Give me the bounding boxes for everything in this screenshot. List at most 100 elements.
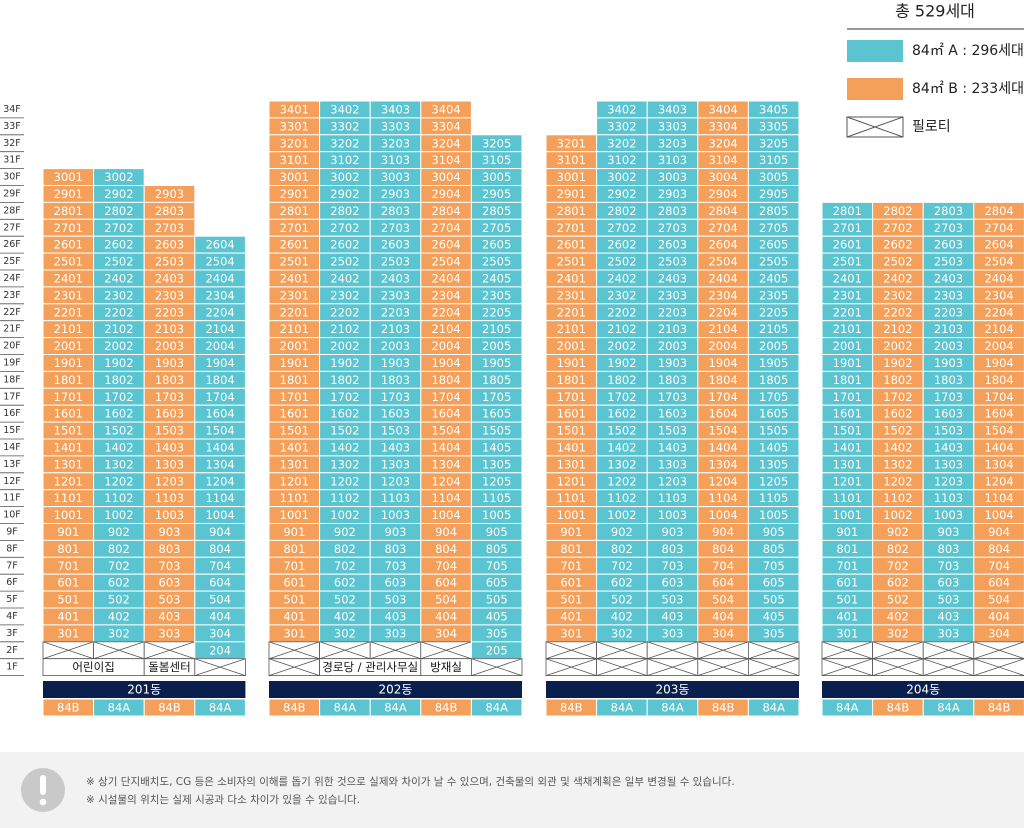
unit-number: 2304 bbox=[708, 288, 737, 302]
unit-number: 2503 bbox=[934, 255, 963, 269]
unit-number: 1005 bbox=[759, 508, 788, 522]
unit-number: 701 bbox=[836, 559, 858, 573]
unit-number: 2703 bbox=[934, 221, 963, 235]
unit-number: 303 bbox=[938, 626, 960, 640]
unit-number: 1105 bbox=[482, 491, 511, 505]
unit-number: 405 bbox=[486, 609, 508, 623]
unit-number: 801 bbox=[560, 542, 582, 556]
type-cell bbox=[470, 698, 523, 717]
unit-number: 2205 bbox=[482, 305, 511, 319]
unit-number: 1203 bbox=[934, 474, 963, 488]
unit-number: 901 bbox=[57, 525, 79, 539]
unit-number: 205 bbox=[486, 643, 508, 657]
unit-number: 2801 bbox=[833, 204, 862, 218]
unit-type: 84A bbox=[661, 701, 684, 715]
unit-number: 602 bbox=[108, 576, 130, 590]
unit-number: 2402 bbox=[330, 271, 359, 285]
unit-number: 1404 bbox=[431, 440, 460, 454]
unit-number: 2501 bbox=[557, 255, 586, 269]
unit-number: 1004 bbox=[205, 508, 234, 522]
pilotis-cross bbox=[471, 658, 523, 676]
unit-number: 2402 bbox=[104, 271, 133, 285]
unit-number: 1204 bbox=[708, 474, 737, 488]
unit-number: 401 bbox=[283, 609, 305, 623]
unit-number: 3103 bbox=[381, 153, 410, 167]
unit-number: 2401 bbox=[280, 271, 309, 285]
unit-number: 1901 bbox=[280, 356, 309, 370]
unit-number: 2805 bbox=[759, 204, 788, 218]
unit-number: 1701 bbox=[833, 390, 862, 404]
unit-number: 2502 bbox=[607, 255, 636, 269]
unit-number: 904 bbox=[209, 525, 231, 539]
unit-number: 803 bbox=[159, 542, 181, 556]
unit-number: 2801 bbox=[557, 204, 586, 218]
unit-number: 1303 bbox=[381, 457, 410, 471]
legend-total: 총 529세대 bbox=[895, 2, 975, 21]
unit-number: 2902 bbox=[330, 187, 359, 201]
unit-number: 1001 bbox=[833, 508, 862, 522]
building-header bbox=[269, 681, 522, 698]
unit-number: 301 bbox=[283, 626, 305, 640]
facility-label: 경로당 / 관리사무실 bbox=[322, 660, 418, 674]
unit-number: 2601 bbox=[833, 238, 862, 252]
floor-label: 5F bbox=[6, 594, 18, 605]
unit-number: 3203 bbox=[658, 136, 687, 150]
pilotis-cross bbox=[545, 641, 597, 660]
unit-number: 805 bbox=[486, 542, 508, 556]
unit-number: 2701 bbox=[833, 221, 862, 235]
unit-number: 2902 bbox=[104, 187, 133, 201]
unit-number: 1903 bbox=[658, 356, 687, 370]
unit-number: 2203 bbox=[381, 305, 410, 319]
unit-number: 604 bbox=[209, 576, 231, 590]
unit-number: 1101 bbox=[280, 491, 309, 505]
unit-number: 2601 bbox=[54, 238, 83, 252]
unit-number: 303 bbox=[385, 626, 407, 640]
unit-number: 1003 bbox=[381, 508, 410, 522]
legend-pilotis-cross bbox=[846, 116, 904, 138]
unit-number: 1802 bbox=[330, 373, 359, 387]
unit-number: 1504 bbox=[205, 424, 234, 438]
unit-number: 702 bbox=[334, 559, 356, 573]
unit-number: 1703 bbox=[381, 390, 410, 404]
unit-number: 3102 bbox=[607, 153, 636, 167]
unit-number: 1605 bbox=[759, 407, 788, 421]
unit-number: 404 bbox=[712, 609, 734, 623]
floor-label: 6F bbox=[6, 577, 18, 588]
unit-number: 2505 bbox=[759, 255, 788, 269]
unit-number: 302 bbox=[108, 626, 130, 640]
unit-number: 1302 bbox=[330, 457, 359, 471]
pilotis-cross bbox=[596, 658, 648, 676]
legend-swatch bbox=[847, 40, 903, 62]
unit-number: 2003 bbox=[934, 339, 963, 353]
unit-number: 1402 bbox=[883, 440, 912, 454]
unit-number: 1004 bbox=[431, 508, 460, 522]
unit-number: 404 bbox=[435, 609, 457, 623]
unit-number: 1301 bbox=[54, 457, 83, 471]
floor-label: 26F bbox=[3, 239, 21, 250]
unit-number: 1201 bbox=[54, 474, 83, 488]
pilotis-cross bbox=[420, 641, 472, 660]
unit-number: 2101 bbox=[280, 322, 309, 336]
floor-label: 3F bbox=[6, 628, 18, 639]
unit-number: 2005 bbox=[759, 339, 788, 353]
unit-number: 2004 bbox=[708, 339, 737, 353]
unit-number: 2101 bbox=[54, 322, 83, 336]
unit-number: 2103 bbox=[381, 322, 410, 336]
unit-number: 803 bbox=[385, 542, 407, 556]
unit-number: 2403 bbox=[381, 271, 410, 285]
unit-number: 2603 bbox=[658, 238, 687, 252]
unit-number: 803 bbox=[938, 542, 960, 556]
unit-number: 2602 bbox=[883, 238, 912, 252]
unit-number: 2802 bbox=[607, 204, 636, 218]
unit-number: 3202 bbox=[607, 136, 636, 150]
unit-number: 2504 bbox=[708, 255, 737, 269]
floor-label: 15F bbox=[3, 425, 21, 436]
unit-number: 505 bbox=[763, 593, 785, 607]
unit-number: 702 bbox=[887, 559, 909, 573]
unit-number: 3003 bbox=[381, 170, 410, 184]
unit-number: 2402 bbox=[883, 271, 912, 285]
floor-label: 20F bbox=[3, 341, 21, 352]
unit-number: 1401 bbox=[557, 440, 586, 454]
unit-number: 3004 bbox=[708, 170, 737, 184]
unit-number: 502 bbox=[611, 593, 633, 607]
